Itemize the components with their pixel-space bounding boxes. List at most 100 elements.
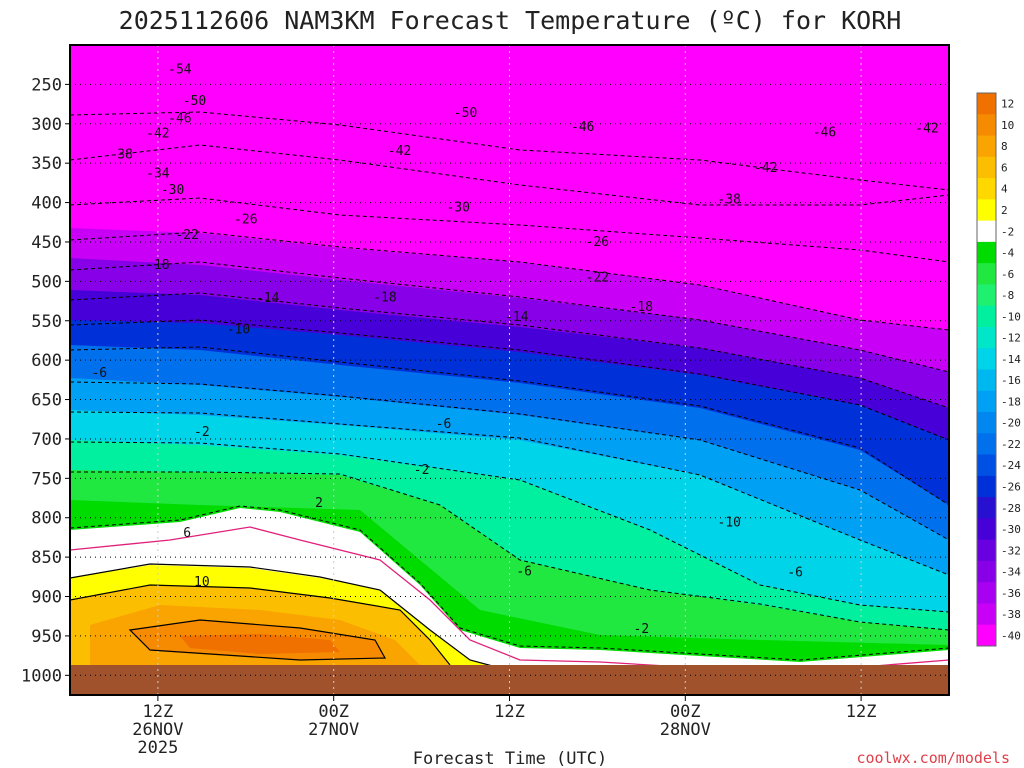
contour-label: -50 bbox=[183, 94, 206, 109]
colorbar-label: -32 bbox=[1001, 544, 1021, 557]
colorbar-swatch bbox=[977, 603, 996, 626]
colorbar-label: -4 bbox=[1001, 247, 1015, 260]
colorbar-swatch bbox=[977, 582, 996, 604]
colorbar-swatch bbox=[977, 178, 996, 200]
contour-label: -38 bbox=[110, 148, 133, 163]
x-tick-label: 00Z bbox=[318, 702, 349, 722]
colorbar-swatch bbox=[977, 156, 996, 179]
colorbar-swatch bbox=[977, 284, 996, 307]
colorbar-swatch bbox=[977, 326, 996, 349]
colorbar-label: -12 bbox=[1001, 332, 1021, 345]
y-tick-label: 400 bbox=[31, 194, 62, 214]
contour-label: 10 bbox=[194, 575, 210, 590]
y-tick-label: 800 bbox=[31, 509, 62, 529]
x-tick-label-2: 27NOV bbox=[308, 720, 359, 740]
contour-label: -42 bbox=[146, 126, 169, 141]
x-tick-label: 00Z bbox=[670, 702, 701, 722]
colorbar-label: -10 bbox=[1001, 310, 1021, 323]
y-tick-label: 950 bbox=[31, 627, 62, 647]
y-tick-label: 450 bbox=[31, 233, 62, 253]
contour-label: -6 bbox=[91, 366, 107, 381]
colorbar-label: -16 bbox=[1001, 374, 1021, 387]
contour-label: -46 bbox=[813, 126, 836, 141]
colorbar-label: -6 bbox=[1001, 268, 1014, 281]
colorbar-label: -36 bbox=[1001, 587, 1021, 600]
contour-label: -2 bbox=[194, 425, 210, 440]
colorbar-swatch bbox=[977, 433, 996, 456]
y-tick-label: 600 bbox=[31, 351, 62, 371]
colorbar-swatch bbox=[977, 539, 996, 562]
colorbar-label: -2 bbox=[1001, 225, 1014, 238]
credit-text: coolwx.com/models bbox=[856, 749, 1010, 767]
contour-label: -54 bbox=[168, 63, 192, 78]
warm-isotherms bbox=[70, 563, 501, 669]
colorbar-label: -38 bbox=[1001, 608, 1021, 621]
contour-label: -38 bbox=[718, 193, 741, 208]
colorbar-swatch bbox=[977, 93, 996, 115]
y-tick-label: 250 bbox=[31, 75, 62, 95]
colorbar-swatch bbox=[977, 241, 996, 264]
contour-label: -26 bbox=[234, 212, 257, 227]
x-tick-label: 12Z bbox=[143, 702, 174, 722]
colorbar-label: 12 bbox=[1001, 98, 1014, 111]
x-tick-label: 12Z bbox=[846, 702, 877, 722]
colorbar-swatch bbox=[977, 497, 996, 519]
contour-label: -30 bbox=[161, 183, 184, 198]
colorbar-label: -20 bbox=[1001, 417, 1021, 430]
contour-label: -18 bbox=[630, 300, 653, 315]
contour-label: -6 bbox=[436, 417, 452, 432]
contour-label: -42 bbox=[388, 144, 411, 159]
colorbar-label: -26 bbox=[1001, 480, 1021, 493]
contour-label: -18 bbox=[373, 290, 396, 305]
colorbar-swatch bbox=[977, 135, 996, 158]
contour-label: -26 bbox=[586, 235, 609, 250]
y-tick-label: 1000 bbox=[21, 666, 62, 686]
colorbar-label: -22 bbox=[1001, 438, 1021, 451]
band-plus-12 bbox=[180, 634, 340, 654]
contour-label: -14 bbox=[505, 310, 529, 325]
colorbar-frame bbox=[976, 92, 997, 647]
colorbar-swatch bbox=[977, 305, 996, 328]
colorbar-swatch bbox=[977, 624, 996, 647]
x-tick-label-2: 28NOV bbox=[660, 720, 711, 740]
contour-label: -22 bbox=[175, 228, 198, 243]
colorbar-swatch bbox=[977, 454, 996, 477]
x-tick-label-2: 26NOV bbox=[132, 720, 183, 740]
y-tick-label: 850 bbox=[31, 548, 62, 568]
y-tick-label: 650 bbox=[31, 391, 62, 411]
y-tick-label: 350 bbox=[31, 154, 62, 174]
isotherms bbox=[70, 111, 949, 661]
colorbar-label: -14 bbox=[1001, 353, 1021, 366]
y-tick-label: 750 bbox=[31, 469, 62, 489]
colorbar-swatch bbox=[977, 390, 996, 413]
colorbar-label: -30 bbox=[1001, 523, 1021, 536]
contour-label: -46 bbox=[168, 111, 191, 126]
x-axis-label: Forecast Time (UTC) bbox=[413, 749, 607, 768]
y-tick-label: 900 bbox=[31, 588, 62, 608]
colorbar-label: -34 bbox=[1001, 566, 1021, 579]
contour-label: -42 bbox=[915, 122, 938, 137]
contour-label: -46 bbox=[571, 120, 594, 135]
contour-label: -2 bbox=[414, 463, 430, 478]
colorbar-label: -8 bbox=[1001, 289, 1014, 302]
contour-label: -30 bbox=[446, 201, 469, 216]
colorbar-label: -28 bbox=[1001, 502, 1021, 515]
contour-label: -2 bbox=[634, 622, 650, 637]
colorbar-swatch bbox=[977, 220, 996, 243]
y-tick-label: 500 bbox=[31, 272, 62, 292]
color-scale: 12 10 8 6 4 2 -2 -4 -6 -8 -10 -12 -14 -16 -18 -20 -22 -24… bbox=[976, 92, 1021, 647]
y-tick-label: 700 bbox=[31, 430, 62, 450]
contour-label: 2 bbox=[315, 496, 323, 511]
contour-label: -10 bbox=[718, 516, 741, 531]
x-tick-label-3: 2025 bbox=[137, 738, 178, 758]
colorbar-swatch bbox=[977, 475, 996, 498]
colorbar-swatch bbox=[977, 114, 996, 137]
contour-label: -6 bbox=[787, 565, 803, 580]
contour-label: -42 bbox=[754, 161, 777, 176]
colorbar-swatch bbox=[977, 518, 996, 541]
colorbar-swatch bbox=[977, 348, 996, 370]
colorbar-label: -40 bbox=[1001, 629, 1021, 642]
colorbar-label: 10 bbox=[1001, 119, 1014, 132]
